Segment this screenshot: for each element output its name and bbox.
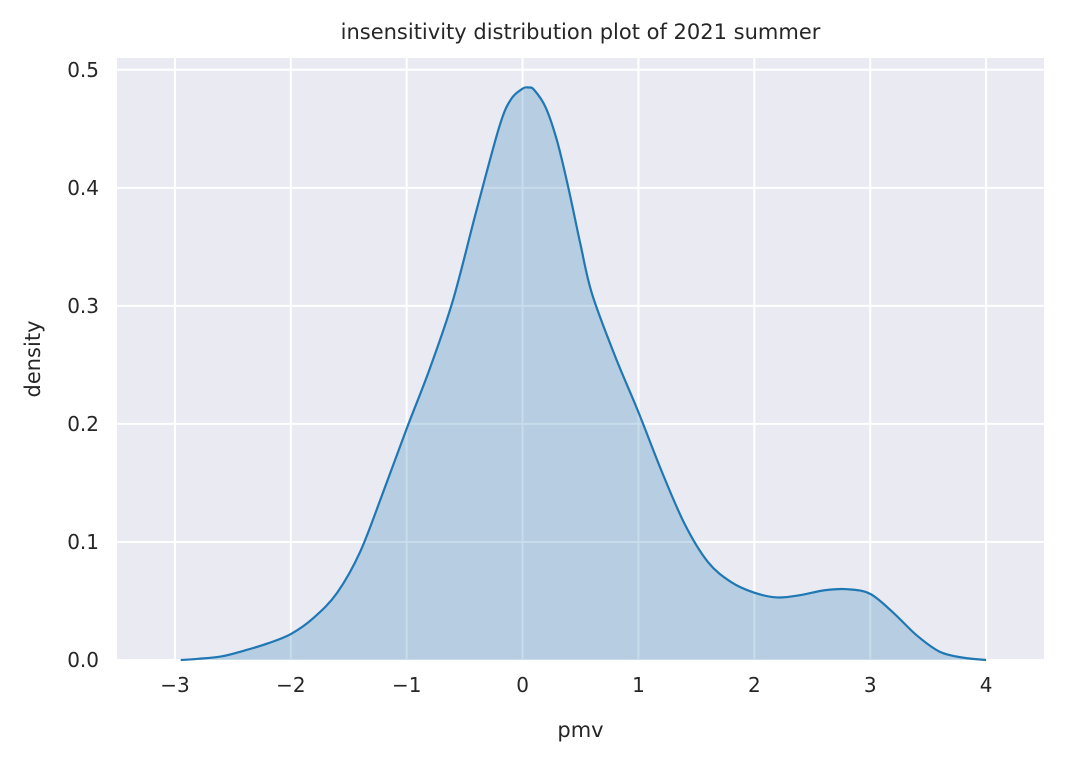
plot-background xyxy=(117,58,1044,660)
chart-title: insensitivity distribution plot of 2021 … xyxy=(341,20,821,44)
y-tick-label: 0.1 xyxy=(67,530,99,554)
x-tick-label: 0 xyxy=(516,673,529,697)
y-tick-label: 0.2 xyxy=(67,412,99,436)
y-tick-label: 0.0 xyxy=(67,648,99,672)
y-tick-label: 0.4 xyxy=(67,176,99,200)
density-area xyxy=(180,87,987,660)
x-tick-label: 3 xyxy=(864,673,877,697)
x-tick-label: −2 xyxy=(276,673,305,697)
y-axis-label: density xyxy=(21,321,45,398)
y-tick-labels: 0.0 0.1 0.2 0.3 0.4 0.5 xyxy=(67,58,99,672)
x-tick-label: 2 xyxy=(748,673,761,697)
y-tick-label: 0.3 xyxy=(67,294,99,318)
y-tick-label: 0.5 xyxy=(67,58,99,82)
x-tick-label: 4 xyxy=(980,673,993,697)
grid-x xyxy=(173,58,988,660)
x-tick-label: −1 xyxy=(392,673,421,697)
x-axis-label: pmv xyxy=(557,718,603,742)
density-line xyxy=(180,86,987,662)
x-tick-labels: −3 −2 −1 0 1 2 3 4 xyxy=(160,673,992,697)
grid-y xyxy=(117,68,1044,661)
x-tick-label: 1 xyxy=(632,673,645,697)
x-tick-label: −3 xyxy=(160,673,189,697)
